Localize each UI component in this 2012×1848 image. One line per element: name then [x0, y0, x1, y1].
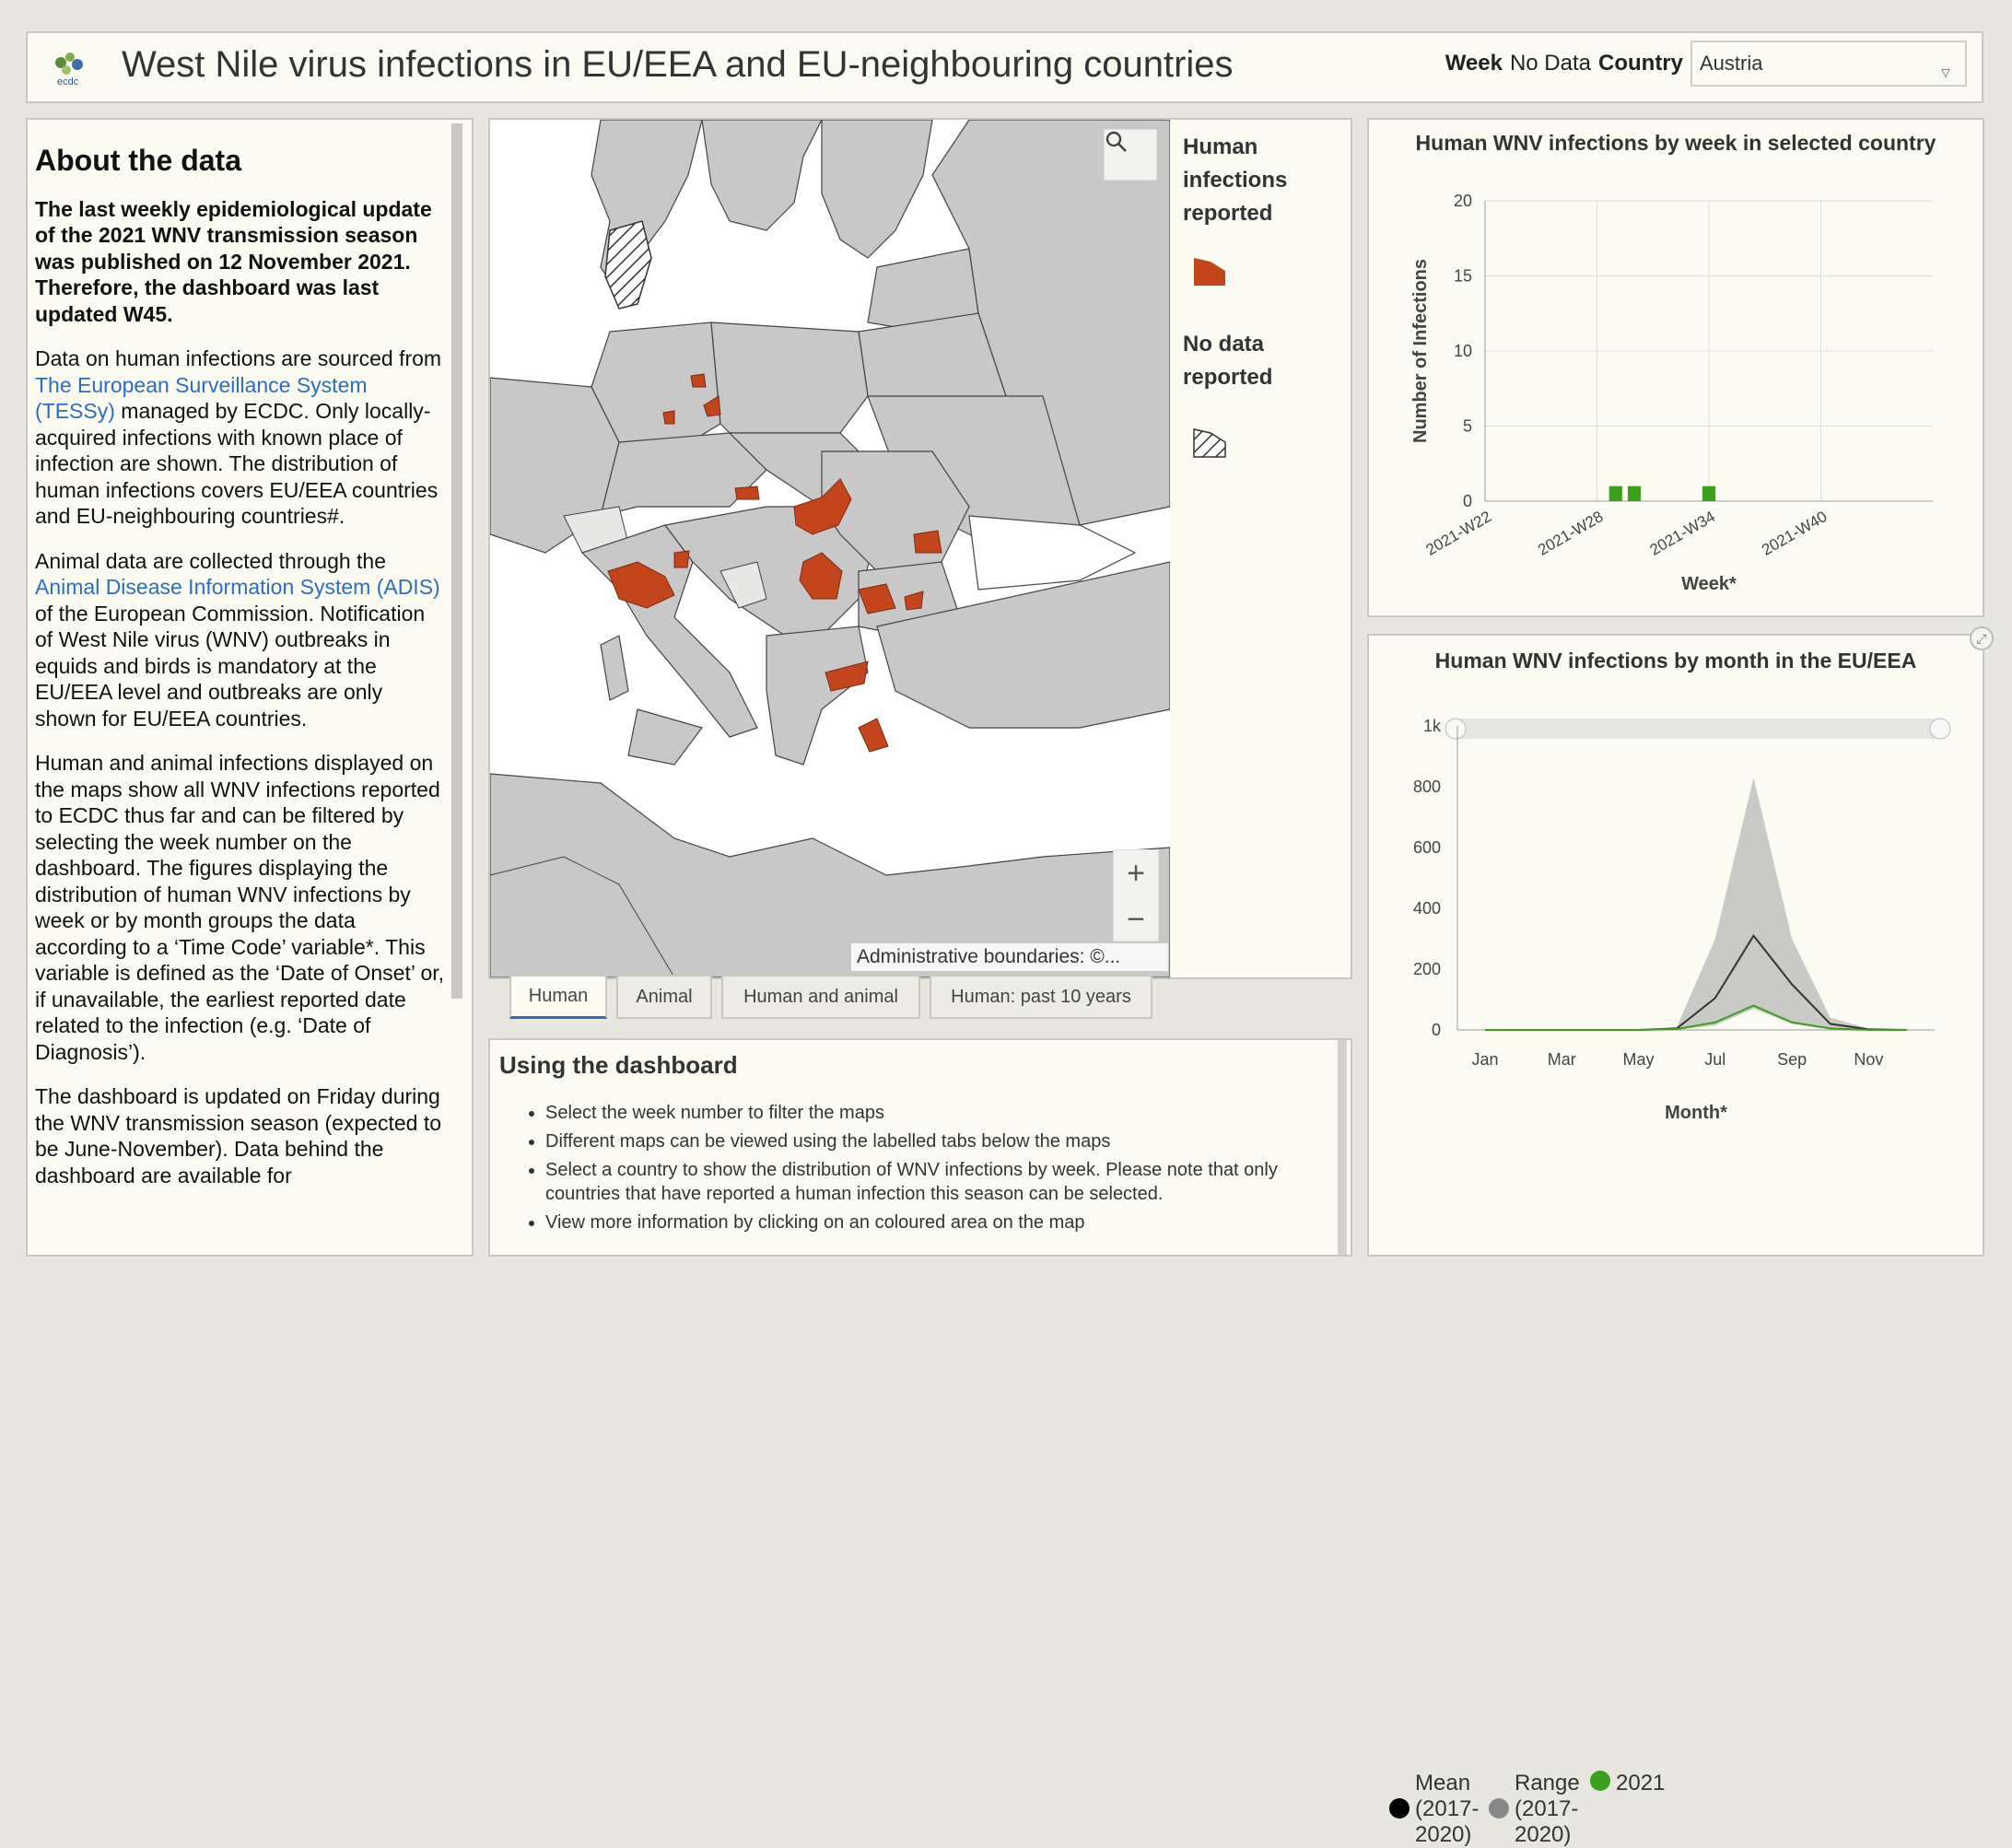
bar	[1627, 485, 1642, 501]
legend-mean-dot	[1389, 1798, 1410, 1819]
week-value[interactable]: No Data	[1509, 51, 1591, 76]
y-tick-label: 600	[1413, 838, 1441, 857]
y-tick-label: 800	[1413, 778, 1441, 796]
tab-animal[interactable]: Animal	[616, 975, 712, 1019]
x-tick-label: 2021-W28	[1535, 508, 1606, 559]
map-search-button[interactable]	[1104, 129, 1157, 181]
list-item: View more information by clicking on an …	[545, 1211, 1328, 1234]
about-scrollbar[interactable]	[451, 123, 462, 999]
weekly-chart-panel: Human WNV infections by week in selected…	[1367, 118, 1984, 617]
search-icon	[1105, 131, 1127, 152]
country-label: Country	[1598, 51, 1683, 76]
x-tick-label: Mar	[1548, 1050, 1576, 1069]
map-panel[interactable]: + − Administrative boundaries: ©... Huma…	[488, 118, 1352, 979]
weekly-chart-title: Human WNV infections by week in selected…	[1415, 131, 1936, 155]
legend-nodata-swatch	[1193, 428, 1226, 458]
y-tick-label: 0	[1432, 1021, 1441, 1039]
y-tick-label: 0	[1463, 492, 1472, 510]
x-tick-label: Jan	[1471, 1050, 1498, 1069]
y-tick-label: 5	[1463, 417, 1472, 436]
list-item: Select a country to show the distributio…	[545, 1158, 1328, 1206]
x-tick-label: 2021-W34	[1647, 508, 1718, 559]
zoom-controls: + −	[1113, 849, 1159, 942]
monthly-chart-title: Human WNV infections by month in the EU/…	[1434, 649, 1917, 673]
x-tick-label: 2021-W22	[1423, 508, 1494, 559]
map-attribution[interactable]: Administrative boundaries: ©...	[851, 943, 1168, 971]
tessy-link[interactable]: The European Surveillance System (TESSy)	[35, 372, 368, 424]
expand-icon[interactable]: ⤢	[1970, 626, 1994, 650]
tab-human-and-animal[interactable]: Human and animal	[721, 975, 920, 1019]
legend-nodata-label: No data reported	[1183, 332, 1273, 390]
zoom-out-button[interactable]: −	[1127, 901, 1145, 937]
legend-2021[interactable]: 2021	[1590, 1771, 1665, 1796]
list-item: Different maps can be viewed using the l…	[545, 1129, 1328, 1153]
weekly-chart[interactable]: 0 5 10 15 20 2021-W22 2021-W28 2021-W34 2021-W40…	[1369, 120, 1983, 615]
x-axis-label: Week*	[1681, 574, 1737, 594]
using-scrollbar[interactable]	[1338, 1040, 1347, 1255]
series-2021-line	[1485, 1004, 1907, 1031]
y-tick-label: 200	[1413, 960, 1441, 978]
using-heading: Using the dashboard	[499, 1051, 738, 1079]
using-list: Select the week number to filter the map…	[509, 1101, 1328, 1239]
list-item: Select the week number to filter the map…	[545, 1101, 1328, 1125]
x-tick-label: Jul	[1704, 1050, 1725, 1069]
monthly-chart-panel: Human WNV infections by month in the EU/…	[1367, 634, 1984, 1847]
legend-mean[interactable]: Mean (2017-2020)	[1389, 1771, 1489, 1848]
tab-human-past-10-years[interactable]: Human: past 10 years	[930, 975, 1152, 1019]
chevron-down-icon: ▿	[1940, 63, 1950, 83]
using-dashboard-panel[interactable]: Using the dashboard Select the week numb…	[488, 1038, 1352, 1257]
monthly-chart[interactable]: 0 200 400 600 800 1k Jan Mar May Jul Sep Nov Month*	[1369, 636, 1983, 1255]
x-tick-label: Sep	[1777, 1050, 1807, 1069]
about-paragraph-animal: Animal data are collected through the An…	[35, 548, 440, 731]
zoom-in-button[interactable]: +	[1127, 855, 1145, 891]
range-slider-handle-left	[1445, 718, 1467, 740]
map-legend: Human infections reported No data report…	[1170, 120, 1351, 977]
y-tick-label: 400	[1413, 899, 1441, 918]
adis-link[interactable]: Animal Disease Information System (ADIS)	[35, 575, 440, 599]
y-tick-label: 10	[1454, 342, 1472, 360]
y-axis-label: Number of Infections	[1410, 259, 1431, 443]
range-slider-handle-right	[1929, 718, 1951, 740]
y-tick-label: 20	[1454, 192, 1472, 210]
europe-map[interactable]	[490, 120, 1170, 977]
country-dropdown[interactable]: Austria ▿	[1690, 41, 1967, 87]
y-tick-label: 15	[1454, 267, 1472, 286]
about-paragraph-human: Data on human infections are sourced fro…	[35, 346, 442, 528]
x-tick-label: Nov	[1854, 1050, 1883, 1069]
legend-range[interactable]: Range (2017-2020)	[1489, 1771, 1588, 1848]
range-slider-track	[1450, 719, 1942, 739]
about-paragraph-display: Human and animal infections displayed on…	[35, 751, 445, 1064]
about-lead: The last weekly epidemiological update o…	[35, 196, 432, 326]
legend-human-label: Human infections reported	[1183, 135, 1288, 226]
about-paragraph-update: The dashboard is updated on Friday durin…	[35, 1084, 442, 1187]
svg-text:ecdc: ecdc	[57, 76, 79, 88]
header-bar: ecdc West Nile virus infections in EU/EE…	[26, 31, 1983, 103]
legend-range-label: Range (2017-2020)	[1515, 1771, 1580, 1847]
country-dropdown-value: Austria	[1700, 52, 1763, 75]
x-axis-label: Month*	[1665, 1103, 1727, 1123]
week-label: Week	[1445, 51, 1503, 76]
bar	[1608, 485, 1622, 501]
about-panel[interactable]: About the data The last weekly epidemiol…	[26, 118, 474, 1257]
y-tick-label: 1k	[1423, 717, 1442, 735]
tab-human[interactable]: Human	[509, 975, 607, 1019]
x-tick-label: May	[1623, 1050, 1655, 1069]
legend-range-dot	[1489, 1798, 1509, 1819]
legend-2021-dot	[1590, 1771, 1610, 1791]
map-tabs: Human Animal Human and animal Human: pas…	[509, 975, 1162, 1019]
about-heading: About the data	[35, 144, 241, 177]
bar	[1702, 485, 1716, 501]
x-tick-label: 2021-W40	[1759, 508, 1830, 559]
legend-human-swatch	[1194, 258, 1225, 286]
page-title: West Nile virus infections in EU/EEA and…	[122, 44, 1234, 85]
ecdc-logo-icon: ecdc	[55, 53, 83, 88]
legend-mean-label: Mean (2017-2020)	[1415, 1771, 1480, 1847]
header-controls: Week No Data Country Austria ▿	[1445, 41, 1967, 87]
legend-2021-label: 2021	[1616, 1771, 1666, 1795]
range-area	[1485, 778, 1907, 1030]
